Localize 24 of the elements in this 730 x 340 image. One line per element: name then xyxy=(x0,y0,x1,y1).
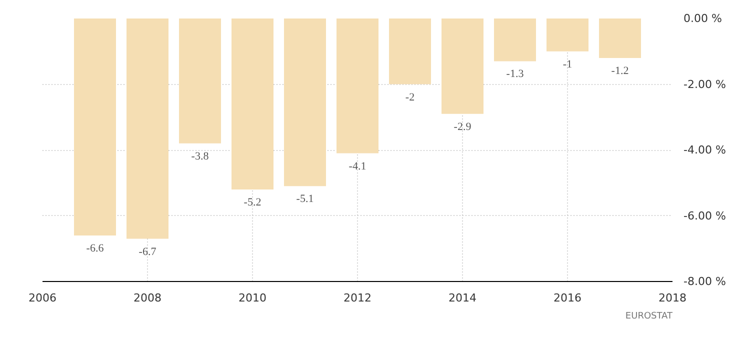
data-label: -1.3 xyxy=(506,68,524,80)
data-label: -5.1 xyxy=(296,193,314,206)
x-tick-label: 2018 xyxy=(658,292,687,304)
y-tick-label: 0.00 % xyxy=(684,12,722,25)
data-label: -4.1 xyxy=(348,160,366,172)
data-label: -3.8 xyxy=(191,150,210,162)
data-label: -2 xyxy=(405,91,415,104)
x-tick-label: 2008 xyxy=(134,292,162,304)
text: EUROSTAT xyxy=(625,312,673,322)
y-tick-label: -2.00 % xyxy=(684,78,726,91)
y-tick-label: -4.00 % xyxy=(684,144,726,156)
data-label: -1 xyxy=(562,58,572,70)
x-tick-label: 2016 xyxy=(554,292,582,304)
x-tick-label: 2012 xyxy=(344,292,372,304)
y-tick-label: -8.00 % xyxy=(684,275,726,288)
y-tick-label: -6.00 % xyxy=(684,209,726,222)
data-label: -6.6 xyxy=(86,242,104,254)
data-label: -5.2 xyxy=(244,196,262,208)
x-tick-label: 2006 xyxy=(28,292,57,304)
data-label: -1.2 xyxy=(611,64,629,77)
data-label: -6.7 xyxy=(138,246,157,258)
x-tick-label: 2010 xyxy=(238,292,267,304)
x-tick-label: 2014 xyxy=(448,292,477,304)
data-label: -2.9 xyxy=(454,120,472,133)
